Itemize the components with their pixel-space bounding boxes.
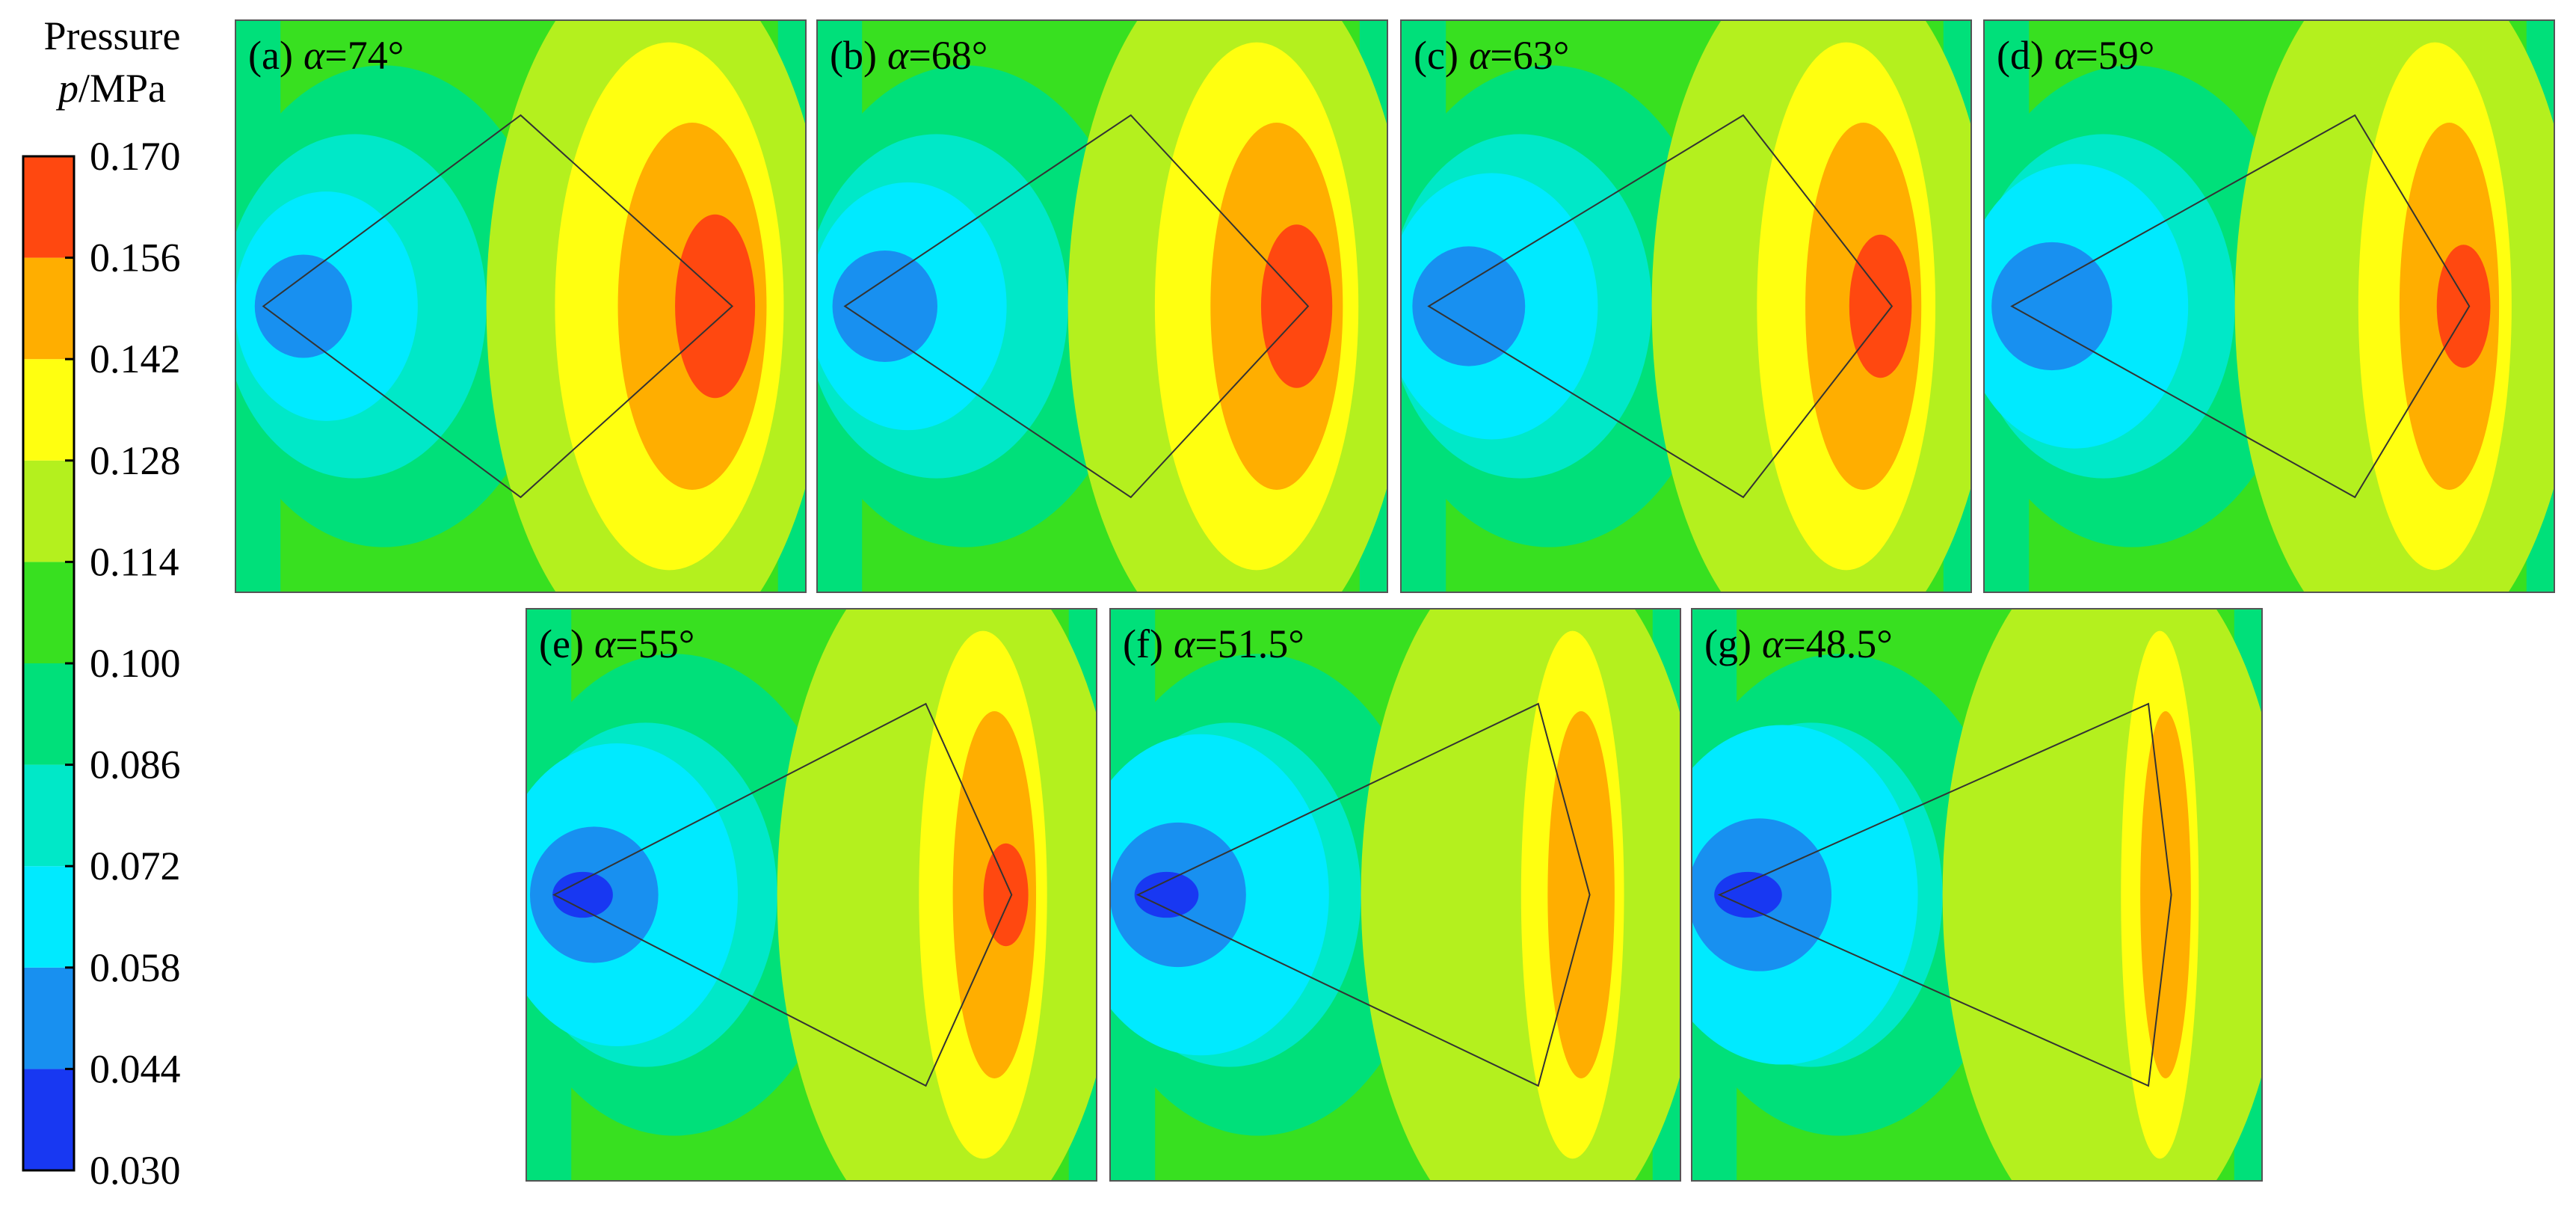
panel-label: (b) α=68° xyxy=(830,33,987,78)
contour-level xyxy=(2436,245,2491,368)
panel-border xyxy=(1400,19,1972,593)
panel-label: (c) α=63° xyxy=(1414,33,1569,78)
colorbar-band xyxy=(23,764,74,867)
contour-panel xyxy=(235,19,807,593)
colorbar-band xyxy=(23,359,74,461)
colorbar-title: Pressure xyxy=(44,13,181,58)
colorbar-band xyxy=(23,562,74,663)
colorbar-tick-label: 0.030 xyxy=(90,1148,181,1193)
panel-border xyxy=(1691,608,2263,1182)
blade-outline xyxy=(843,114,1310,499)
panel-label: (a) α=74° xyxy=(248,33,404,78)
panel-symbol: α xyxy=(1174,621,1196,666)
panel-angle: =74° xyxy=(324,33,404,78)
blade-outline xyxy=(262,114,734,499)
panel-tag: (a) xyxy=(248,33,293,78)
colorbar-tick-label: 0.072 xyxy=(90,844,181,888)
panel-angle: =48.5° xyxy=(1783,621,1893,666)
colorbar-tick-label: 0.086 xyxy=(90,743,181,787)
colorbar-band xyxy=(23,663,74,765)
colorbar-band xyxy=(23,460,74,562)
blade-outline xyxy=(2010,114,2471,499)
panel-symbol: α xyxy=(594,621,617,666)
contour-level xyxy=(1547,711,1615,1078)
colorbar-tick-label: 0.142 xyxy=(90,337,181,381)
contour-panel xyxy=(526,608,1097,1182)
panel-border xyxy=(816,19,1388,593)
contour-level xyxy=(1714,871,1782,918)
panel-tag: (d) xyxy=(1997,33,2044,78)
contour-level xyxy=(1260,224,1333,388)
contour-level xyxy=(1134,871,1199,918)
contour-level xyxy=(254,254,352,358)
contour-level xyxy=(832,250,938,363)
panel-angle: =68° xyxy=(908,33,987,78)
panel-border xyxy=(1983,19,2555,593)
contour-level xyxy=(675,214,756,399)
colorbar-tick-label: 0.128 xyxy=(90,438,181,483)
contour-level xyxy=(1412,246,1526,366)
panel-tag: (g) xyxy=(1704,621,1751,666)
panel-border xyxy=(235,19,807,593)
blade-outline xyxy=(1136,702,1591,1087)
contour-panel xyxy=(1109,608,1681,1182)
panel-angle: =59° xyxy=(2075,33,2154,78)
contour-panel xyxy=(1983,19,2555,593)
panel-symbol: α xyxy=(887,33,910,78)
contour-level xyxy=(2140,711,2191,1078)
panel-label: (g) α=48.5° xyxy=(1704,621,1893,666)
colorbar-band xyxy=(23,156,74,258)
blade-outline xyxy=(1427,114,1894,499)
panel-label: (d) α=59° xyxy=(1997,33,2154,78)
panel-border xyxy=(526,608,1097,1182)
colorbar-tick-label: 0.170 xyxy=(90,134,181,179)
colorbar-unit: p/MPa xyxy=(55,66,166,111)
contour-panel xyxy=(1691,608,2263,1182)
panel-tag: (f) xyxy=(1123,621,1163,666)
contour-panel xyxy=(1400,19,1972,593)
panel-angle: =55° xyxy=(615,621,694,666)
colorbar-tick-label: 0.100 xyxy=(90,641,181,686)
panel-symbol: α xyxy=(303,33,326,78)
contour-panel xyxy=(816,19,1388,593)
colorbar-band xyxy=(23,1069,74,1170)
unit-symbol: p xyxy=(55,66,78,111)
colorbar-band xyxy=(23,257,74,360)
blade-outline xyxy=(1717,702,2172,1087)
panel-label: (e) α=55° xyxy=(539,621,694,666)
panel-label: (f) α=51.5° xyxy=(1123,621,1304,666)
blade-outline xyxy=(552,702,1013,1087)
colorbar-tick-label: 0.114 xyxy=(90,539,179,584)
contour-level xyxy=(983,843,1029,947)
panel-angle: =51.5° xyxy=(1195,621,1304,666)
colorbar-tick-label: 0.156 xyxy=(90,236,181,280)
colorbar-tick-label: 0.058 xyxy=(90,945,181,990)
panel-symbol: α xyxy=(1762,621,1784,666)
contour-level xyxy=(1991,242,2113,371)
contour-level xyxy=(1849,234,1912,378)
colorbar-tick-label: 0.044 xyxy=(90,1046,181,1091)
panel-border xyxy=(1109,608,1681,1182)
panel-angle: =63° xyxy=(1490,33,1569,78)
panel-symbol: α xyxy=(2054,33,2077,78)
contour-level xyxy=(552,871,613,918)
colorbar-band xyxy=(23,967,74,1069)
panel-tag: (c) xyxy=(1414,33,1458,78)
unit-text: /MPa xyxy=(78,66,166,111)
panel-tag: (b) xyxy=(830,33,877,78)
colorbar-band xyxy=(23,866,74,968)
panel-tag: (e) xyxy=(539,621,584,666)
panel-symbol: α xyxy=(1469,33,1491,78)
